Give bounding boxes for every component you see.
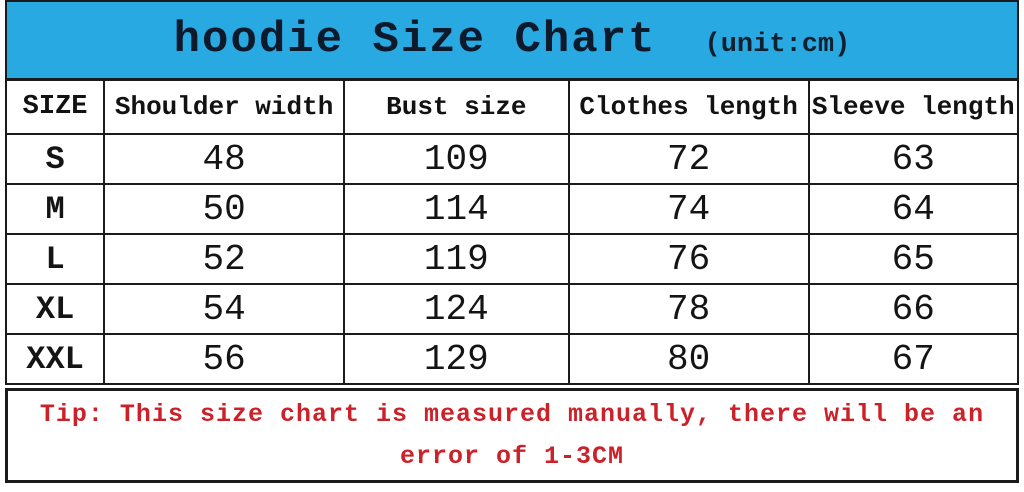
title-cell: hoodie Size Chart (unit:cm): [5, 0, 1019, 81]
table-row-xxl: XXL 56 129 80 67: [4, 333, 1019, 385]
data-cell: 124: [343, 283, 570, 335]
table-row-l: L 52 119 76 65: [4, 233, 1019, 285]
data-cell: 52: [103, 233, 345, 285]
data-cell: 50: [103, 183, 345, 235]
column-header-clothes-length: Clothes length: [567, 78, 810, 135]
data-cell: 80: [567, 333, 810, 385]
data-cell: 56: [103, 333, 345, 385]
data-cell: 78: [567, 283, 810, 335]
column-header-sleeve-length: Sleeve length: [807, 78, 1019, 135]
column-header-size: SIZE: [4, 78, 106, 135]
data-cell: 54: [103, 283, 345, 335]
data-cell: 119: [343, 233, 570, 285]
size-cell: S: [4, 133, 106, 185]
size-cell: L: [4, 233, 106, 285]
data-cell: 63: [807, 133, 1019, 185]
table-row-m: M 50 114 74 64: [4, 183, 1019, 235]
tip-text-line1: Tip: This size chart is measured manuall…: [39, 400, 985, 430]
data-cell: 74: [567, 183, 810, 235]
data-cell: 76: [567, 233, 810, 285]
column-header-row: SIZE Shoulder width Bust size Clothes le…: [4, 78, 1019, 135]
tip-text-line2: error of 1-3CM: [399, 441, 625, 471]
table-row-s: S 48 109 72 63: [4, 133, 1019, 185]
size-chart-table: hoodie Size Chart (unit:cm) SIZE Shoulde…: [4, 0, 1019, 385]
data-cell: 64: [807, 183, 1019, 235]
size-cell: XL: [4, 283, 106, 335]
page-title: hoodie Size Chart: [173, 15, 657, 65]
data-cell: 66: [807, 283, 1019, 335]
unit-label: (unit:cm): [704, 30, 851, 60]
data-cell: 72: [567, 133, 810, 185]
data-cell: 65: [807, 233, 1019, 285]
data-cell: 48: [103, 133, 345, 185]
measurement-tip: Tip: This size chart is measured manuall…: [5, 388, 1019, 483]
size-cell: M: [4, 183, 106, 235]
data-cell: 67: [807, 333, 1019, 385]
column-header-bust-size: Bust size: [343, 78, 570, 135]
size-cell: XXL: [4, 333, 106, 385]
title-row: hoodie Size Chart (unit:cm): [5, 0, 1019, 81]
title-group: hoodie Size Chart (unit:cm): [8, 15, 1016, 65]
table-row-xl: XL 54 124 78 66: [4, 283, 1019, 335]
data-cell: 114: [343, 183, 570, 235]
data-cell: 129: [343, 333, 570, 385]
data-cell: 109: [343, 133, 570, 185]
column-header-shoulder-width: Shoulder width: [103, 78, 345, 135]
